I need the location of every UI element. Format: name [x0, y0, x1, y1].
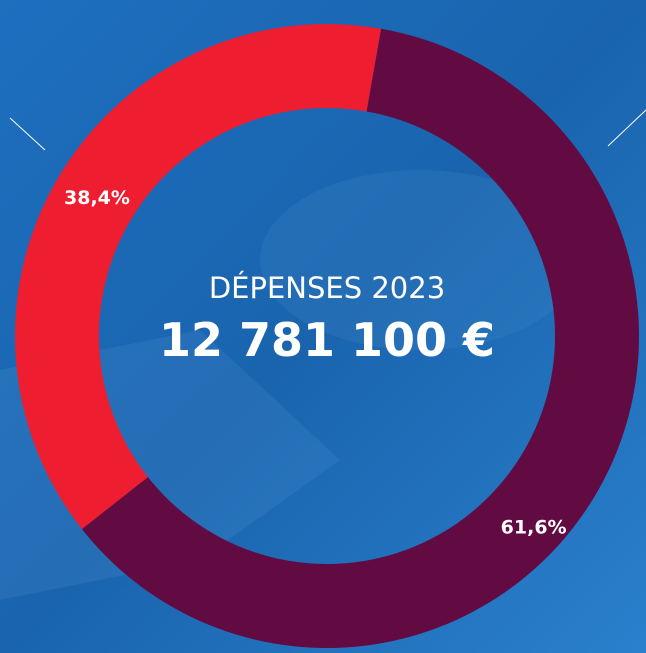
value-label: 38,4% — [64, 187, 130, 209]
chart-total: 12 781 100 € — [159, 313, 495, 367]
chart-title: DÉPENSES 2023 — [209, 271, 445, 305]
chart: DÉPENSES 2023 12 781 100 € 38,4% 61,6% — [0, 0, 646, 653]
value-label: 61,6% — [501, 516, 567, 538]
